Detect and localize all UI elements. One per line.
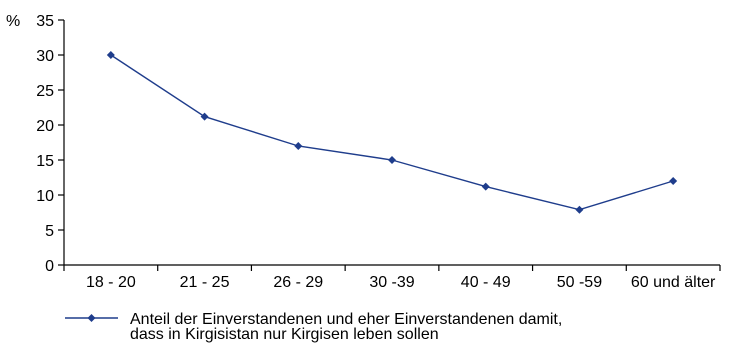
y-unit-label: % [6,13,20,30]
legend-marker [87,314,96,322]
y-tick-label: 15 [36,153,54,170]
y-tick-label: 5 [45,223,54,240]
y-axis: 0 5 10 15 20 25 30 35% [6,13,65,275]
series-layer [106,51,678,214]
y-tick-label: 10 [36,188,54,205]
x-tick-label: 40 - 49 [461,274,511,291]
y-tick-label: 25 [36,83,54,100]
data-point-marker [388,156,396,164]
series-line [110,54,674,211]
data-point-marker [481,182,490,191]
y-tick-label: 0 [45,258,54,275]
data-point-marker [106,51,115,59]
y-tick-label: 35 [36,13,54,30]
y-tick-label: 20 [36,118,54,135]
legend-label-line-2: dass in Kirgisistan nur Kirgisen leben s… [130,326,439,343]
x-tick-label: 18 - 20 [86,274,136,291]
x-tick-label: 26 - 29 [273,274,323,291]
y-tick-label: 30 [36,48,54,65]
data-point-marker [200,112,209,121]
data-point-marker [669,177,678,185]
legend-label-line-1: Anteil der Einverstandenen und eher Einv… [130,311,562,328]
x-tick-label: 60 und älter [631,274,716,291]
x-tick-label: 21 - 25 [180,274,230,291]
x-tick-label: 30 -39 [369,274,414,291]
data-point-marker [294,142,303,150]
x-tick-label: 50 -59 [557,274,602,291]
data-point-marker [575,205,584,214]
legend: Anteil der Einverstandenen und eher Einv… [65,311,562,343]
x-axis: 18 - 20 21 - 25 26 - 29 30 -39 40 - 49 50 -59… [63,264,721,291]
